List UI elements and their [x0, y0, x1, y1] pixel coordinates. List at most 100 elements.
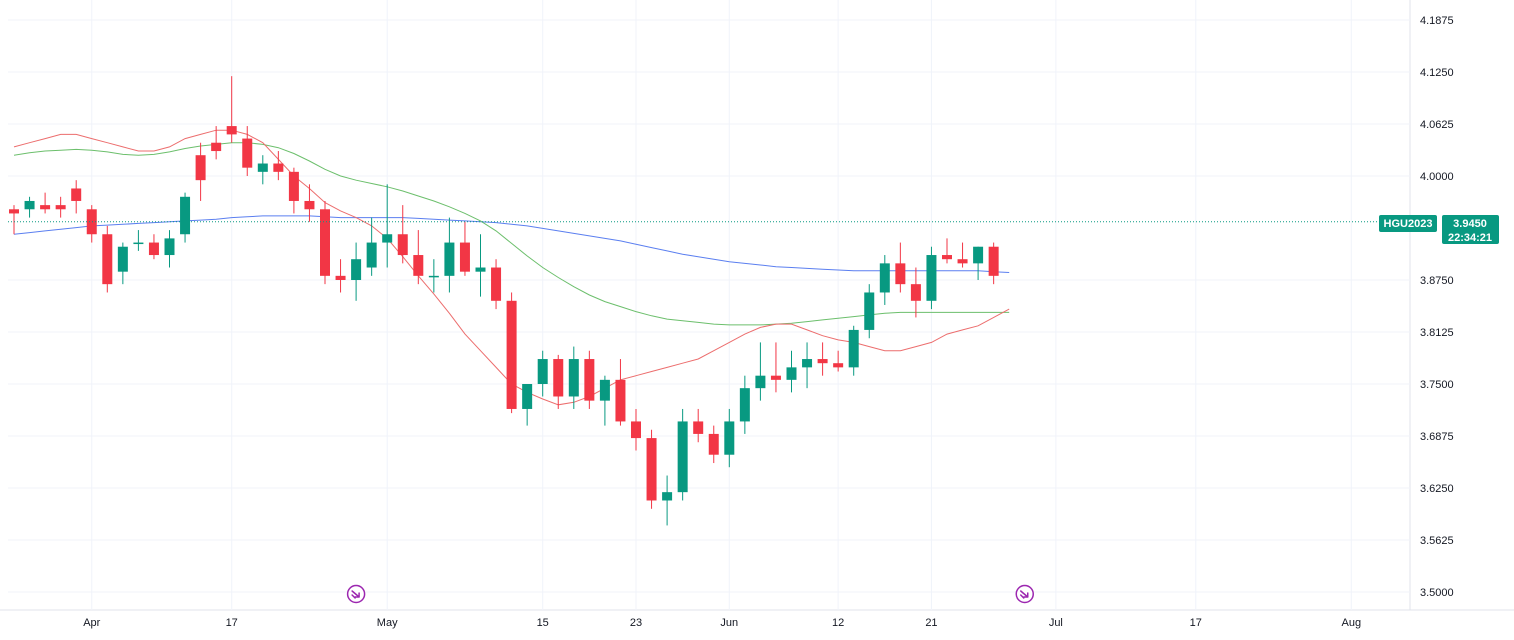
candle — [180, 192, 191, 243]
candle-body — [71, 188, 82, 201]
series-line — [13, 215, 1010, 273]
candle-body — [459, 242, 470, 272]
candle-body — [444, 242, 455, 276]
candle — [537, 350, 548, 397]
x-tick-label: Apr — [83, 617, 100, 629]
candle-body — [848, 329, 859, 368]
candle-body — [926, 255, 937, 301]
y-tick-label: 3.8125 — [1420, 327, 1454, 339]
bar-countdown: 22:34:21 — [1448, 232, 1492, 244]
candle — [242, 126, 253, 176]
candle-body — [273, 163, 284, 172]
candle — [942, 238, 952, 264]
candle — [910, 267, 921, 318]
candle-body — [242, 138, 253, 168]
y-tick-label: 4.1875 — [1420, 15, 1454, 27]
candle-body — [195, 155, 206, 181]
event-markers[interactable] — [346, 584, 1034, 604]
candle-body — [677, 421, 688, 493]
candle-body — [226, 126, 237, 135]
candle-body — [506, 300, 517, 409]
candle-body — [351, 259, 362, 280]
candle-body — [708, 433, 719, 455]
candle — [584, 350, 595, 409]
candle-body — [693, 421, 704, 434]
candle-body — [615, 379, 626, 422]
candle-body — [739, 388, 750, 422]
candle-body — [117, 246, 128, 272]
candle — [599, 375, 610, 426]
x-tick-label: 15 — [537, 617, 549, 629]
candle-body — [40, 205, 51, 210]
y-tick-label: 3.5000 — [1420, 587, 1454, 599]
candle-body — [102, 234, 113, 285]
candle — [848, 325, 859, 376]
candle — [802, 342, 813, 389]
y-tick-label: 3.6250 — [1420, 483, 1454, 495]
candle — [817, 342, 828, 376]
candle-body — [942, 255, 952, 260]
candle-body — [724, 421, 735, 455]
candle — [397, 205, 408, 264]
candle-body — [973, 246, 984, 264]
candle-body — [802, 359, 813, 368]
candle — [195, 142, 206, 201]
candle-body — [86, 209, 97, 235]
candle — [413, 230, 424, 285]
candle — [522, 384, 533, 426]
candle — [739, 375, 750, 434]
series-line — [13, 142, 1010, 326]
x-tick-label: 23 — [630, 617, 642, 629]
candle-body — [133, 242, 144, 245]
last-price: 3.9450 — [1453, 218, 1487, 230]
event-marker-icon[interactable] — [346, 584, 366, 604]
candle-body — [568, 359, 579, 397]
candle — [9, 205, 19, 235]
candle — [646, 429, 657, 509]
x-tick-label: 12 — [832, 617, 844, 629]
candle-body — [631, 421, 641, 439]
candle-body — [817, 359, 828, 364]
candle-body — [148, 242, 159, 256]
candle — [40, 192, 51, 214]
candle-body — [304, 200, 315, 210]
y-tick-label: 3.8750 — [1420, 275, 1454, 287]
y-axis[interactable]: 4.1875 4.1250 4.0625 4.0000 3.8750 3.8125 3.75… — [1420, 15, 1454, 599]
event-marker-icon[interactable] — [1015, 584, 1034, 604]
candle — [957, 242, 968, 268]
candle — [833, 350, 844, 372]
candles — [9, 76, 999, 526]
y-tick-label: 3.5625 — [1420, 535, 1454, 547]
candle — [786, 350, 797, 393]
candle-body — [646, 438, 657, 501]
candle — [568, 346, 579, 409]
candle-body — [491, 267, 502, 301]
x-axis[interactable]: Apr 17 May 15 23 Jun 12 21 Jul 17 Aug — [83, 617, 1361, 629]
candle — [708, 425, 719, 464]
candle-body — [553, 359, 564, 397]
candle-body — [257, 163, 268, 172]
candle — [988, 242, 999, 285]
symbol-label: HGU2023 — [1384, 218, 1433, 230]
candle-body — [910, 284, 921, 301]
y-tick-label: 4.0625 — [1420, 119, 1454, 131]
candle — [459, 221, 470, 276]
candle — [553, 354, 564, 409]
candle — [506, 292, 517, 414]
candle-body — [895, 263, 906, 285]
candle — [693, 408, 704, 443]
candle — [366, 217, 377, 276]
candle-body — [55, 205, 66, 210]
candle-body — [833, 363, 844, 368]
symbol-label-bg — [1379, 215, 1437, 232]
candle — [86, 205, 97, 243]
candle — [864, 284, 875, 339]
candle-body — [599, 379, 610, 401]
candle — [724, 408, 735, 468]
x-tick-label: 17 — [226, 617, 238, 629]
candle-body — [957, 259, 968, 264]
x-tick-label: 21 — [925, 617, 937, 629]
candle-body — [879, 263, 890, 293]
x-tick-label: 17 — [1190, 617, 1202, 629]
